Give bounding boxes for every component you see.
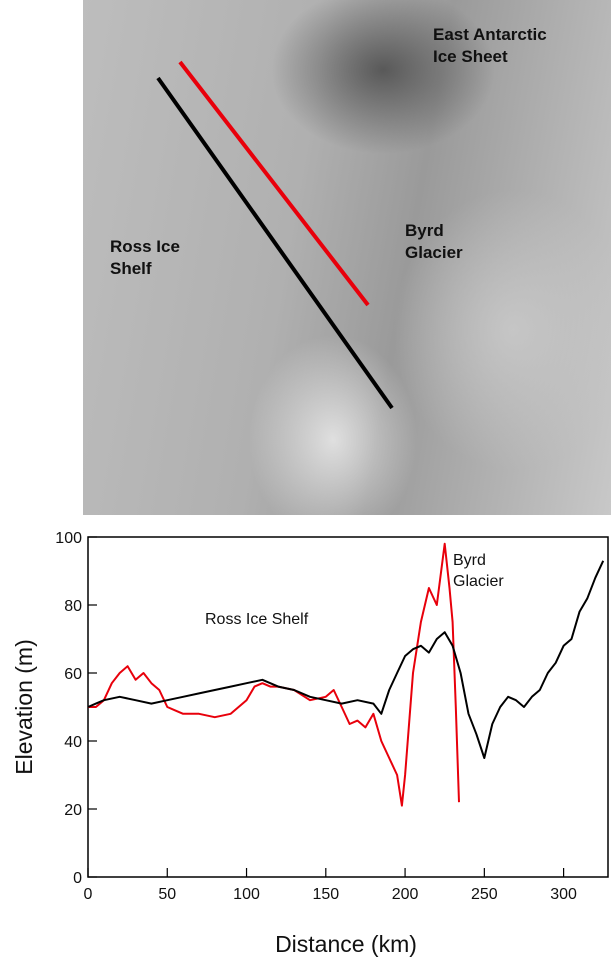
data-line (88, 544, 459, 806)
x-tick-label: 50 (158, 886, 176, 903)
y-tick-label: 60 (64, 666, 82, 683)
x-tick-label: 300 (550, 886, 577, 903)
y-tick-label: 100 (55, 530, 82, 547)
x-tick-label: 100 (233, 886, 260, 903)
x-tick-label: 250 (471, 886, 498, 903)
x-tick-label: 150 (312, 886, 339, 903)
annotation: Byrd Glacier (453, 550, 513, 592)
x-tick-label: 200 (392, 886, 419, 903)
chart: Distance (km) Elevation (m) 050100150200… (0, 0, 611, 968)
y-tick-label: 0 (73, 870, 82, 887)
x-tick-label: 0 (84, 886, 93, 903)
data-line (88, 561, 603, 758)
y-tick-label: 20 (64, 802, 82, 819)
plot-frame (88, 537, 608, 877)
x-axis-label: Distance (km) (275, 931, 417, 957)
y-tick-label: 80 (64, 598, 82, 615)
page: {"map": {"labels": ["East Antarctic Ice … (0, 0, 611, 968)
red-track (180, 62, 368, 305)
y-axis-label: Elevation (m) (11, 639, 37, 774)
black-track (158, 78, 392, 408)
annotation: Ross Ice Shelf (205, 609, 308, 630)
y-tick-label: 40 (64, 734, 82, 751)
